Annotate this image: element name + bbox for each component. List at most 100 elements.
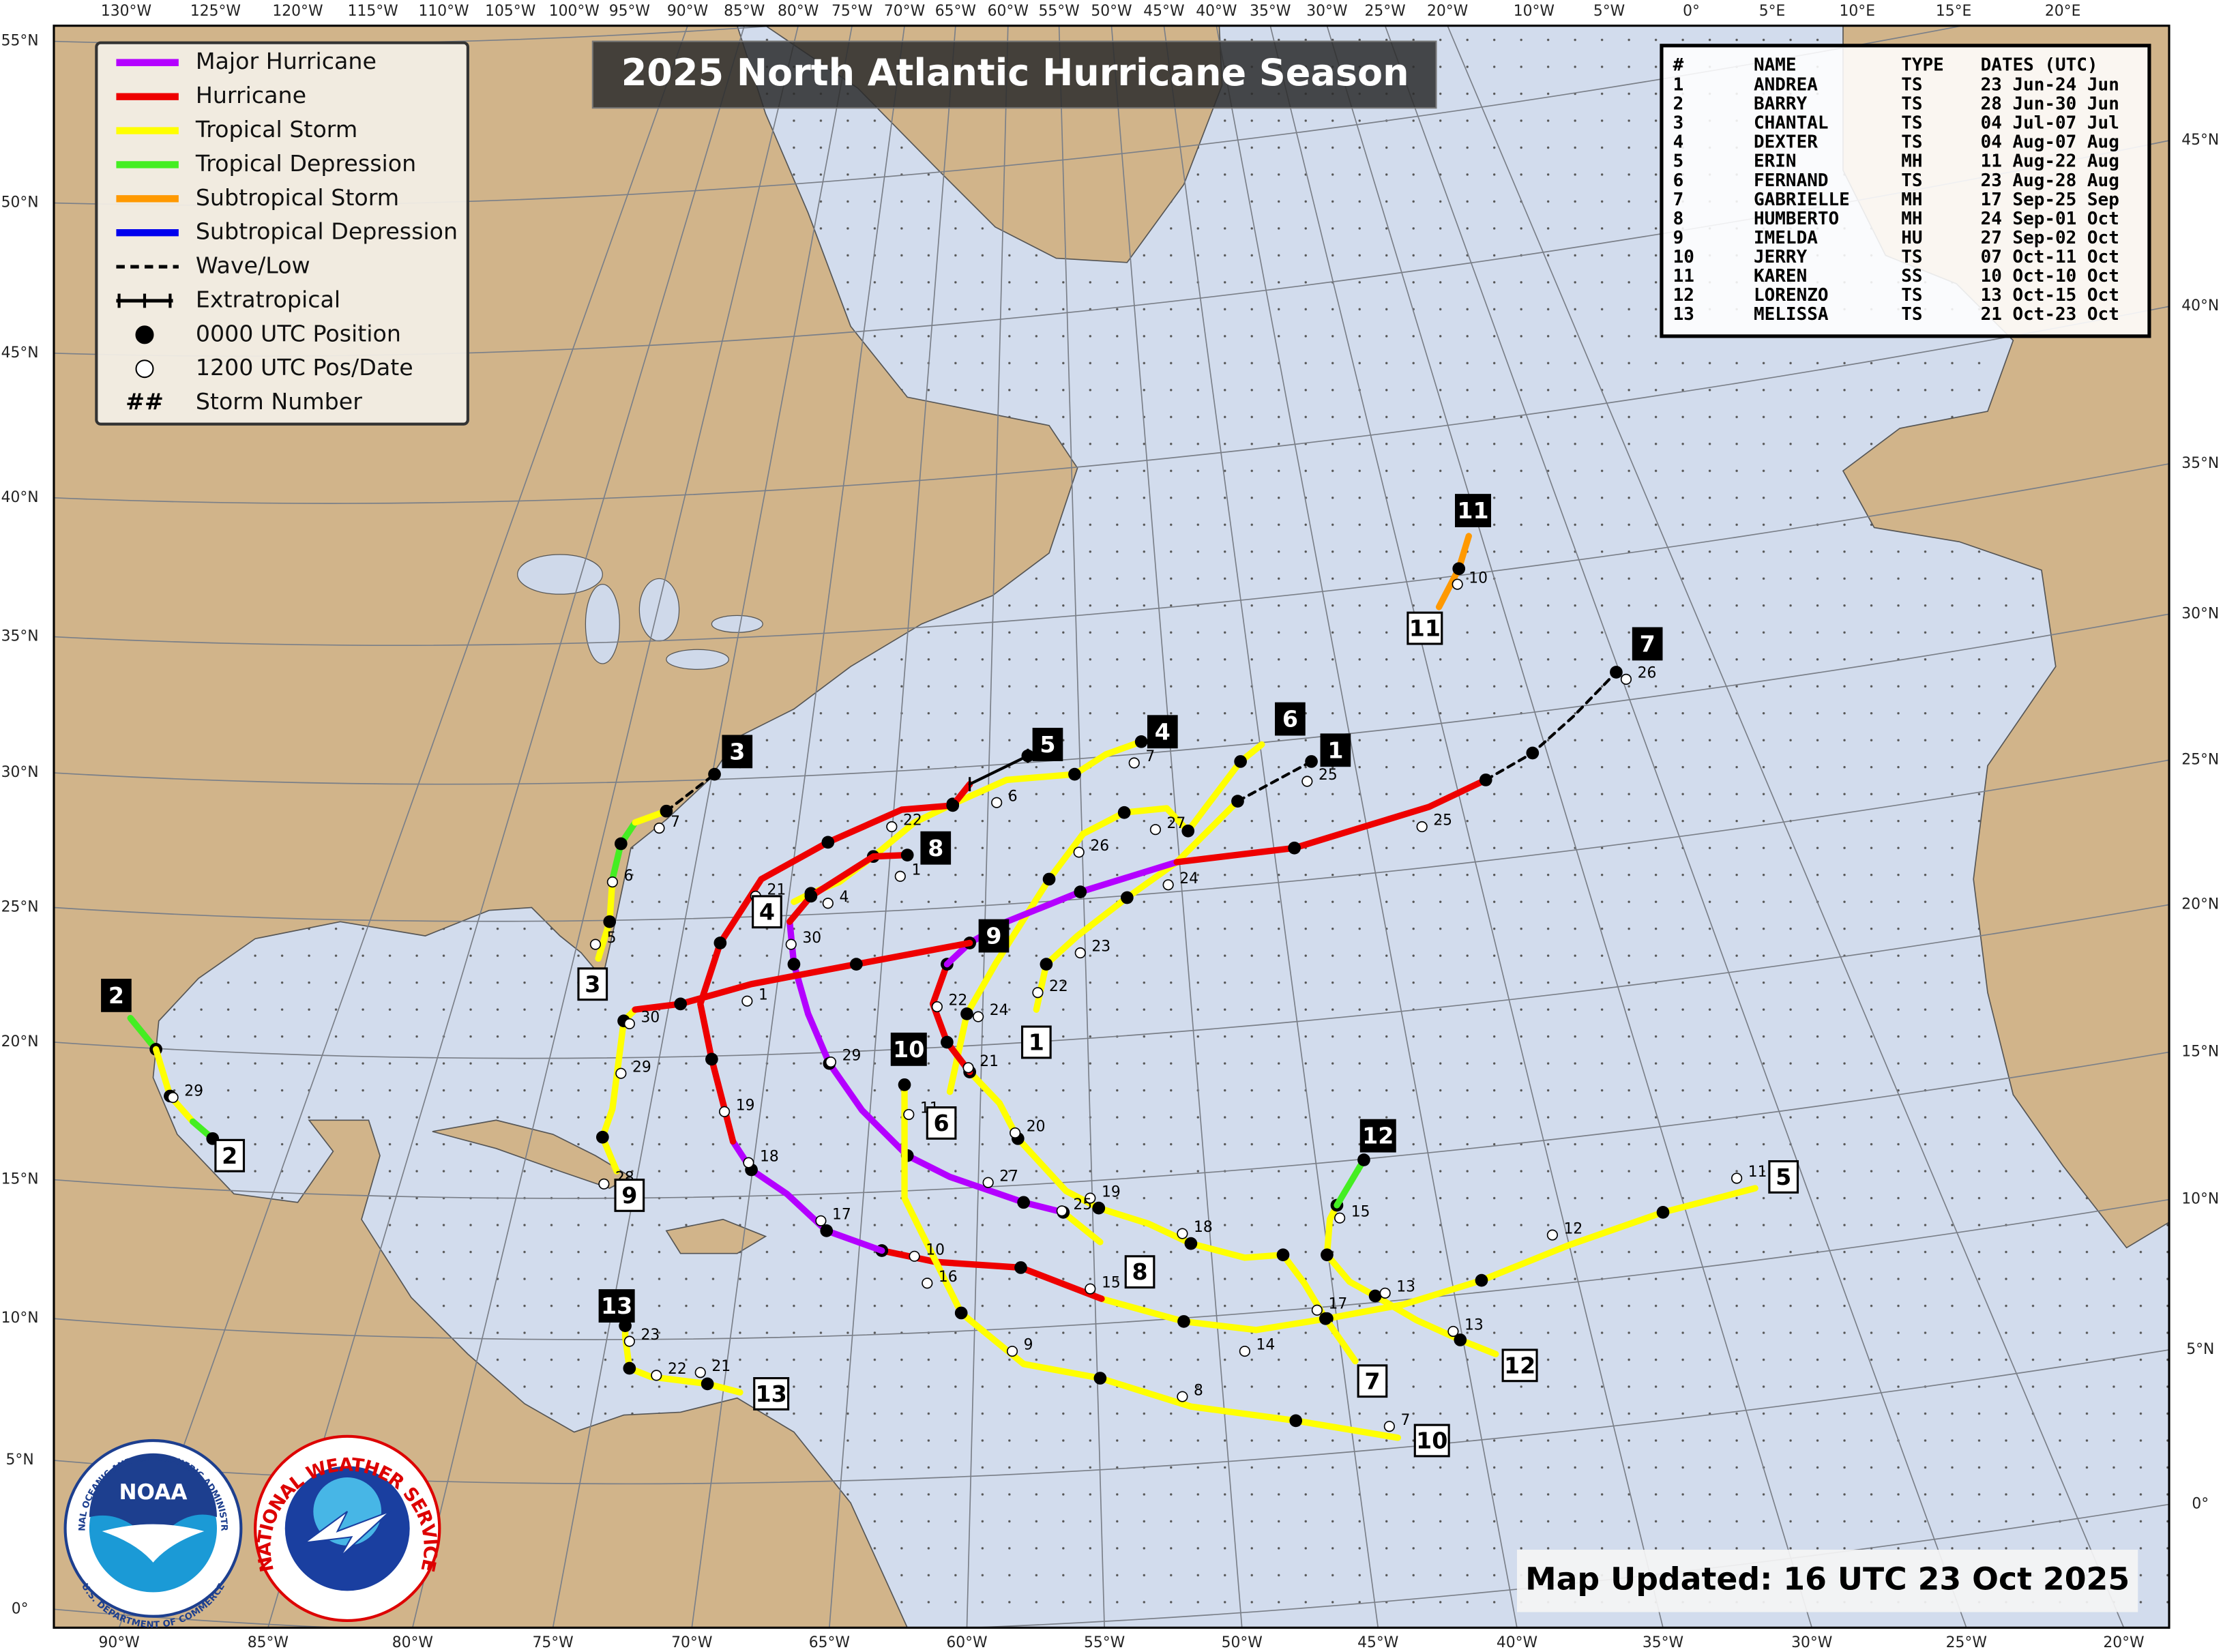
position-dot [1289, 1414, 1303, 1428]
table-cell: HU [1901, 228, 1922, 248]
date-label: 7 [671, 814, 680, 831]
storm-number-box [1147, 715, 1178, 749]
position-dot [1184, 1237, 1198, 1250]
table-cell: MH [1901, 190, 1922, 210]
track-segment [1334, 1156, 1368, 1209]
storm-labels: 2225295674711121315161718192122624262717… [101, 494, 1799, 1458]
right-lat-label: 30°N [2181, 605, 2219, 622]
top-lon-label: 90°W [667, 3, 708, 20]
storm-number-box [926, 1106, 957, 1140]
position-dot [1040, 958, 1053, 971]
position-dot [1117, 806, 1131, 819]
bottom-lon-label: 50°W [1222, 1634, 1263, 1651]
date-label: 24 [990, 1002, 1009, 1019]
table-cell: TS [1901, 247, 1922, 267]
date-label: 13 [1464, 1317, 1484, 1334]
date-label: 23 [1091, 939, 1110, 956]
position-dot [708, 767, 721, 781]
date-marker [922, 1278, 933, 1289]
track-segment [1173, 776, 1489, 866]
left-lat-label: 50°N [1, 194, 39, 211]
date-marker [931, 1001, 943, 1013]
storm-number-box [890, 1032, 927, 1066]
top-lon-label: 35°W [1250, 3, 1291, 20]
position-dot [1368, 1289, 1382, 1303]
legend-label: Extratropical [196, 286, 340, 312]
date-label: 19 [1102, 1183, 1121, 1200]
storm-number-box [978, 919, 1010, 953]
storm-number: 5 [1040, 731, 1055, 758]
parallel [53, 1051, 2170, 1199]
storm-number: 3 [729, 738, 745, 765]
date-marker [651, 1370, 662, 1381]
table-cell: TS [1901, 75, 1922, 95]
table-cell: 1 [1673, 75, 1684, 95]
position-dot [1276, 1248, 1290, 1262]
top-lon-label: 80°W [778, 3, 819, 20]
storm-number-box [1413, 1424, 1450, 1458]
storm-number: 7 [1364, 1368, 1380, 1394]
date-marker [982, 1177, 994, 1188]
right-lat-label: 5°N [2186, 1341, 2214, 1358]
date-marker [1074, 947, 1086, 959]
position-dot [1454, 1333, 1467, 1346]
date-marker [743, 1157, 754, 1168]
left-lat-label: 55°N [1, 33, 39, 50]
title: 2025 North Atlantic Hurricane Season [621, 51, 1409, 94]
date-label: 21 [980, 1053, 999, 1070]
bottom-lon-label: 85°W [248, 1634, 289, 1651]
table-header: TYPE [1901, 55, 1944, 75]
date-label: 27 [999, 1168, 1018, 1185]
top-lon-label: 20°E [2045, 3, 2080, 20]
position-dot [954, 1306, 968, 1320]
date-label: 29 [184, 1083, 203, 1100]
date-label: 6 [624, 868, 634, 885]
track-segment [1098, 1185, 1758, 1333]
position-dot [960, 1007, 973, 1020]
parallel [53, 1198, 2170, 1340]
table-cell: 04 Jul-07 Jul [1981, 113, 2119, 134]
storm-number: 6 [1282, 706, 1298, 733]
table-cell: 12 [1673, 285, 1694, 306]
table-cell: IMELDA [1754, 228, 1818, 248]
position-dot [1017, 1196, 1030, 1209]
date-marker [1731, 1172, 1743, 1184]
position-dot [1475, 1273, 1488, 1287]
storm-number-box [214, 1138, 246, 1172]
table-cell: 10 Oct-10 Oct [1981, 266, 2119, 286]
top-lon-label: 85°W [724, 3, 765, 20]
storm-number-box [1407, 611, 1443, 645]
date-marker [1546, 1229, 1559, 1241]
top-lon-label: 95°W [609, 3, 650, 20]
updated-text: Map Updated: 16 UTC 23 Oct 2025 [1525, 1561, 2130, 1597]
meridian [552, 25, 853, 1628]
storm-number-box [722, 735, 753, 769]
date-marker [903, 1108, 915, 1121]
date-marker [598, 1178, 610, 1190]
storm-number-box [1032, 728, 1063, 761]
table-cell: DEXTER [1754, 132, 1818, 153]
meridian [1384, 25, 1967, 1628]
storm-number: 8 [928, 835, 943, 861]
table-cell: 21 Oct-23 Oct [1981, 304, 2119, 325]
storm-number: 9 [621, 1182, 637, 1209]
date-label: 30 [802, 930, 821, 947]
table-cell: 07 Oct-11 Oct [1981, 247, 2119, 267]
date-label: 22 [903, 812, 922, 829]
table-cell: 2 [1673, 94, 1684, 115]
date-marker [1239, 1345, 1250, 1357]
date-marker [894, 870, 906, 882]
table-cell: 11 [1673, 266, 1694, 286]
table-header: # [1673, 55, 1684, 75]
meridian [1058, 25, 1105, 1628]
table-cell: TS [1901, 171, 1922, 191]
table-cell: TS [1901, 132, 1922, 153]
noaa-bird [102, 1524, 205, 1563]
map-frame [53, 25, 2170, 1629]
bottom-lon-label: 20°W [2103, 1634, 2144, 1651]
track-segment [127, 1014, 160, 1053]
date-label: 16 [939, 1269, 958, 1286]
meridian [412, 25, 799, 1628]
top-lon-label: 120°W [272, 3, 323, 20]
date-label: 1 [911, 861, 921, 879]
